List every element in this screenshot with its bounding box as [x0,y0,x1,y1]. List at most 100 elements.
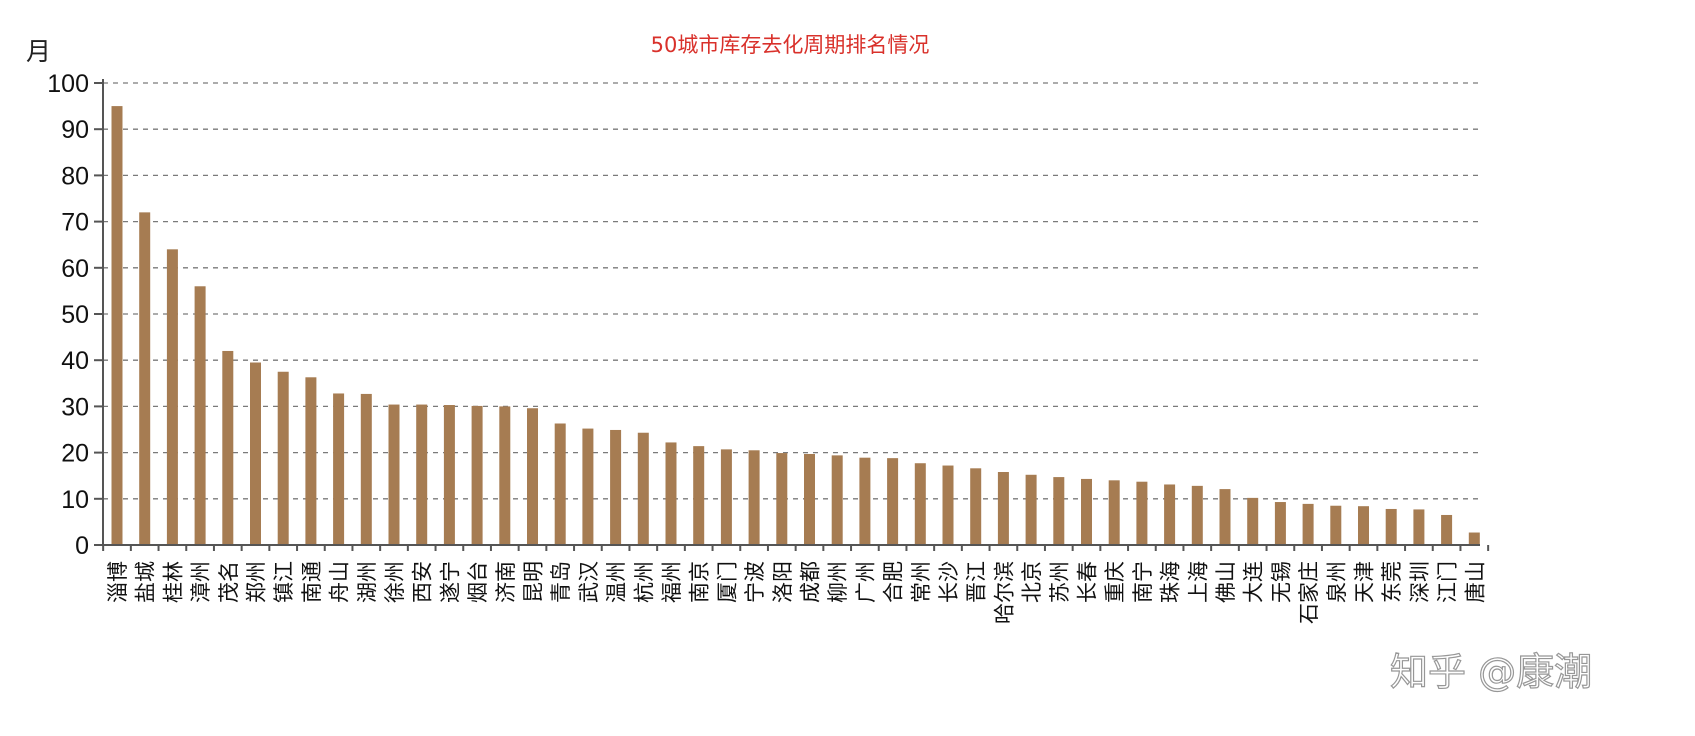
bar [665,442,677,545]
x-tick-label: 重庆 [1103,561,1127,603]
y-tick-label: 80 [61,162,89,190]
x-tick-label: 南通 [300,561,324,603]
bar [527,408,538,545]
x-tick-label: 天津 [1353,561,1377,603]
x-tick-label: 漳州 [189,561,213,603]
x-tick-label: 茂名 [217,561,241,603]
x-axis-ticks: 淄博 盐城 桂林 漳州 茂名 郑州 镇江 南通 舟山 湖州 徐州 西安 遂宁 烟台 济南 昆明 青岛 武汉 温州 杭州… [102,545,1490,624]
bar [111,106,123,545]
x-tick-label: 长沙 [937,561,961,603]
bar [222,350,234,545]
bar [1358,506,1369,545]
bar [1164,484,1176,545]
bar [1330,505,1342,545]
bar [637,432,649,545]
y-tick-label: 100 [47,70,89,98]
x-tick-label: 柳州 [826,561,850,603]
bar [1108,480,1120,545]
bar [194,286,206,545]
bar [471,405,483,545]
x-tick-label: 遂宁 [438,561,462,603]
axes [102,79,1480,546]
x-tick-label: 苏州 [1048,561,1072,603]
y-axis-ticks: 0 10 20 30 40 50 60 70 80 90 100 [47,70,103,560]
x-tick-label: 大连 [1242,561,1266,603]
x-tick-label: 泉州 [1325,561,1349,603]
x-tick-label: 哈尔滨 [992,561,1016,624]
bar [554,423,566,545]
y-tick-label: 90 [61,116,89,144]
x-tick-label: 青岛 [549,561,573,603]
x-tick-label: 无锡 [1269,561,1293,603]
bar [166,249,178,545]
x-tick-label: 深圳 [1408,561,1432,603]
bar [416,404,428,545]
bar [1191,485,1203,545]
bar [582,428,594,545]
bar [693,446,705,545]
y-tick-label: 30 [61,393,89,421]
x-tick-label: 福州 [660,561,684,603]
bar [139,212,151,546]
x-tick-label: 舟山 [328,561,352,603]
x-tick-label: 宁波 [743,561,767,603]
y-tick-label: 50 [61,301,89,329]
y-tick-label: 70 [61,209,89,237]
x-tick-label: 广州 [854,561,878,603]
bars [111,106,1480,546]
bar [610,429,622,545]
x-tick-label: 桂林 [161,561,185,603]
bar [1025,474,1037,545]
x-tick-label: 厦门 [715,561,739,603]
bar [1413,509,1425,545]
x-tick-label: 长春 [1076,561,1100,603]
bar [1081,478,1092,545]
x-tick-label: 石家庄 [1297,561,1321,624]
x-tick-label: 常州 [909,561,933,603]
x-tick-label: 盐城 [134,561,158,603]
bar [720,449,732,545]
x-tick-label: 烟台 [466,561,490,603]
bar [776,453,788,545]
bar [748,450,760,545]
x-tick-label: 南京 [688,561,712,603]
y-tick-label: 60 [61,255,89,283]
bar [942,465,954,545]
bar [388,404,400,545]
bar [1053,477,1065,545]
chart-title: 50城市库存去化周期排名情况 [651,33,930,57]
bar [1274,502,1286,545]
y-axis-unit-label: 月 [26,37,51,66]
bar [1219,489,1231,545]
x-tick-label: 唐山 [1463,561,1487,603]
y-tick-label: 10 [61,486,89,514]
x-tick-label: 徐州 [383,561,407,603]
x-tick-label: 昆明 [522,561,546,603]
x-tick-label: 湖州 [355,561,379,603]
bar [887,458,899,545]
bar [997,472,1009,545]
bar [1441,514,1453,545]
bar [859,457,871,545]
bar [250,362,261,545]
x-tick-label: 武汉 [577,561,601,603]
x-tick-label: 珠海 [1159,561,1183,603]
bar [831,455,843,545]
bar [360,393,372,545]
bar [1468,532,1480,545]
x-tick-label: 淄博 [106,561,130,603]
x-tick-label: 晋江 [965,561,989,603]
x-tick-label: 南宁 [1131,561,1155,603]
bar [970,468,982,545]
x-tick-label: 合肥 [882,561,906,603]
bar [1136,481,1148,545]
x-tick-label: 温州 [605,561,629,603]
x-tick-label: 洛阳 [771,561,795,603]
bar [333,393,345,545]
x-tick-label: 济南 [494,561,518,603]
x-tick-label: 成都 [799,561,823,603]
x-tick-label: 镇江 [272,561,296,603]
y-tick-label: 20 [61,440,89,468]
x-tick-label: 佛山 [1214,561,1238,603]
